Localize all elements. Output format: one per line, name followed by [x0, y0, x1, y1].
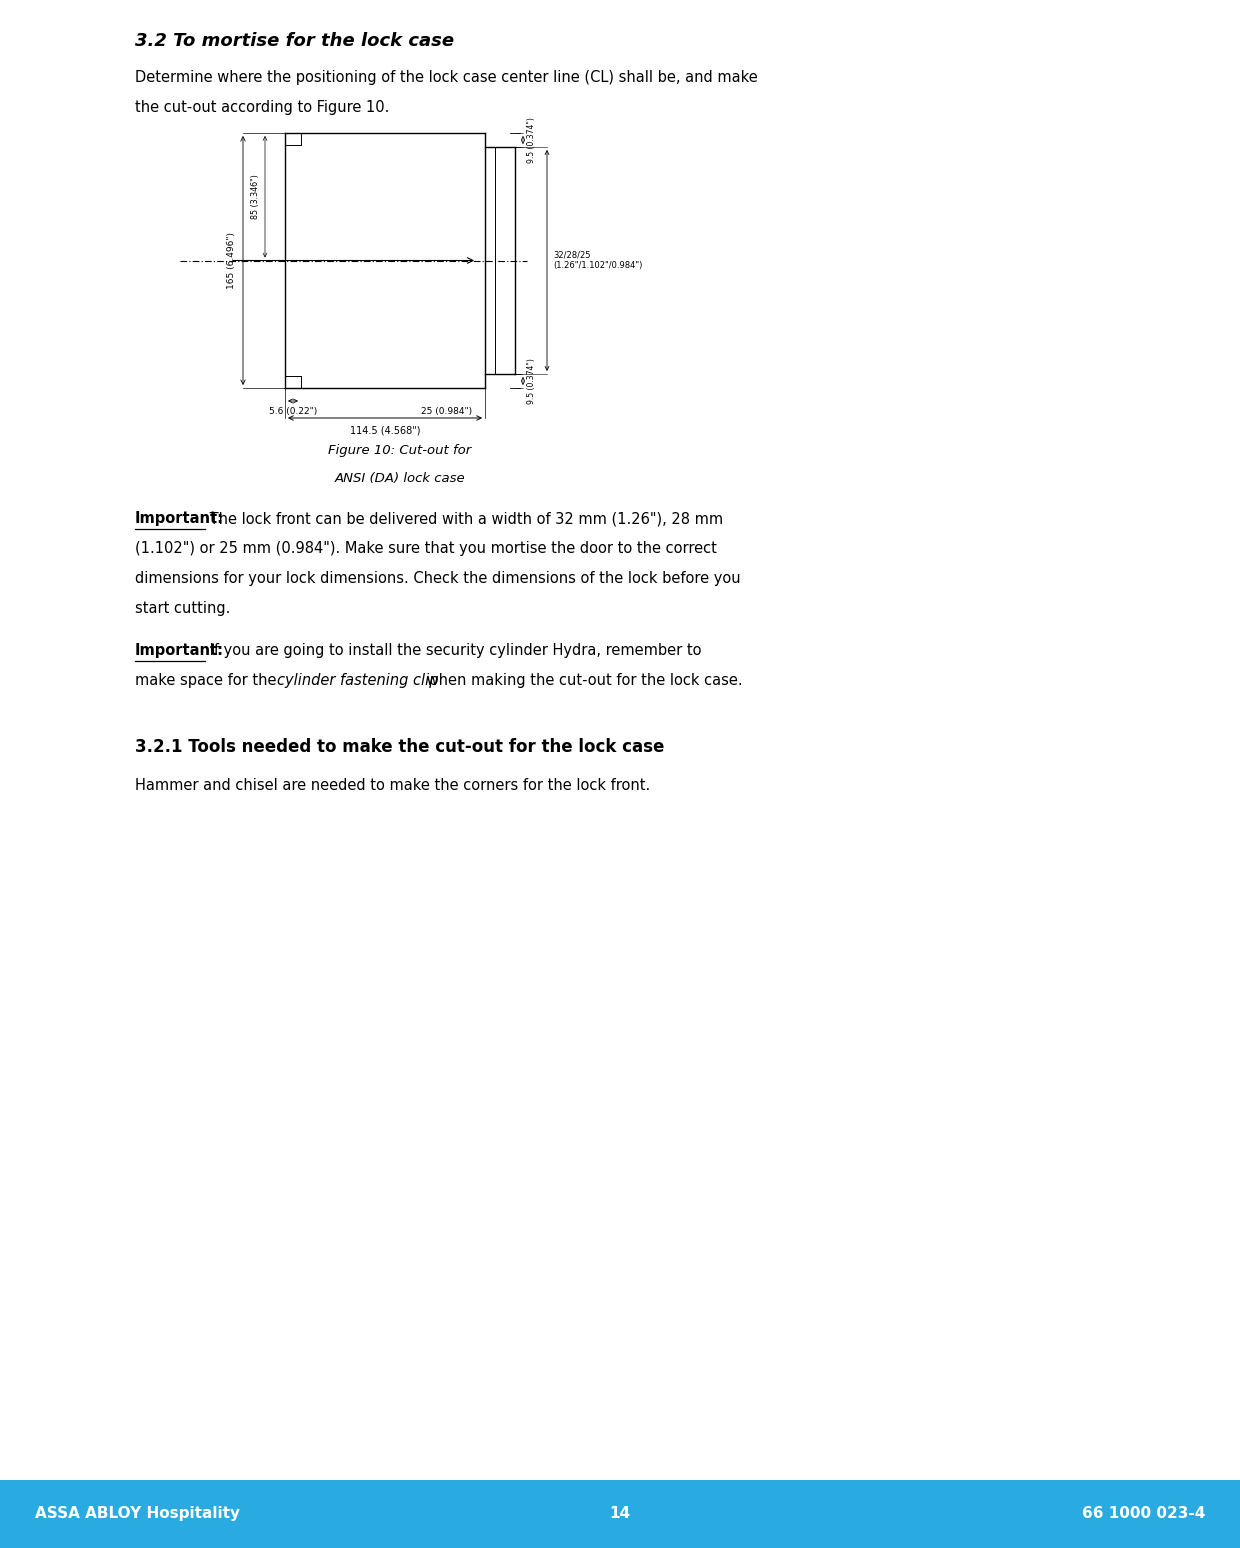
Text: 9.5 (0.374"): 9.5 (0.374")	[527, 118, 536, 163]
Text: cylinder fastening clip: cylinder fastening clip	[277, 673, 439, 687]
Text: The lock front can be delivered with a width of 32 mm (1.26"), 28 mm: The lock front can be delivered with a w…	[205, 511, 723, 526]
Text: 66 1000 023-4: 66 1000 023-4	[1081, 1506, 1205, 1522]
Text: 165 (6.496"): 165 (6.496")	[227, 232, 236, 289]
Text: ASSA ABLOY Hospitality: ASSA ABLOY Hospitality	[35, 1506, 241, 1522]
Text: 114.5 (4.568"): 114.5 (4.568")	[350, 426, 420, 435]
Text: 14: 14	[609, 1506, 631, 1522]
Text: Important:: Important:	[135, 642, 224, 658]
Bar	[0, 1480, 1240, 1548]
Text: Determine where the positioning of the lock case center line (CL) shall be, and : Determine where the positioning of the l…	[135, 70, 758, 85]
Text: the cut-out according to Figure 10.: the cut-out according to Figure 10.	[135, 101, 389, 115]
Text: 32/28/25
(1.26"/1.102"/0.984"): 32/28/25 (1.26"/1.102"/0.984")	[553, 251, 642, 271]
Text: If you are going to install the security cylinder Hydra, remember to: If you are going to install the security…	[205, 642, 702, 658]
Text: 3.2 To mortise for the lock case: 3.2 To mortise for the lock case	[135, 33, 454, 50]
Text: Hammer and chisel are needed to make the corners for the lock front.: Hammer and chisel are needed to make the…	[135, 779, 650, 793]
Text: Figure 10: Cut-out for: Figure 10: Cut-out for	[329, 444, 471, 457]
Text: when making the cut-out for the lock case.: when making the cut-out for the lock cas…	[422, 673, 743, 687]
Text: 9.5 (0.374"): 9.5 (0.374")	[527, 358, 536, 404]
Text: start cutting.: start cutting.	[135, 601, 231, 616]
Text: make space for the: make space for the	[135, 673, 281, 687]
Text: 3.2.1 Tools needed to make the cut-out for the lock case: 3.2.1 Tools needed to make the cut-out f…	[135, 738, 665, 755]
Text: (1.102") or 25 mm (0.984"). Make sure that you mortise the door to the correct: (1.102") or 25 mm (0.984"). Make sure th…	[135, 540, 717, 556]
Text: 5.6 (0.22"): 5.6 (0.22")	[269, 407, 317, 416]
Text: 85 (3.346"): 85 (3.346")	[250, 175, 260, 220]
Text: dimensions for your lock dimensions. Check the dimensions of the lock before you: dimensions for your lock dimensions. Che…	[135, 571, 740, 587]
Text: ANSI (DA) lock case: ANSI (DA) lock case	[335, 472, 465, 485]
Text: Important:: Important:	[135, 511, 224, 526]
Text: 25 (0.984"): 25 (0.984")	[422, 407, 472, 416]
